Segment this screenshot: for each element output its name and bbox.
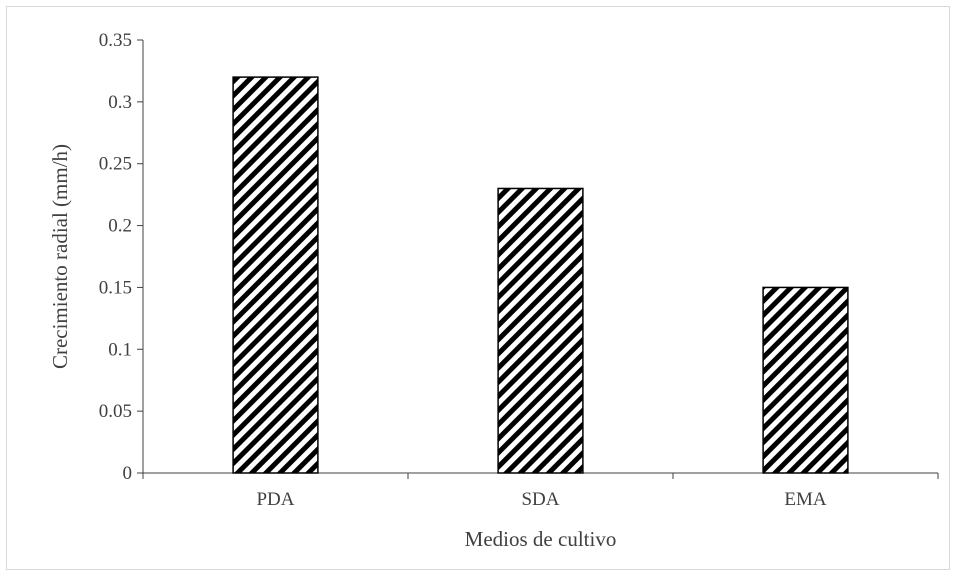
x-axis: PDA SDA EMA: [142, 472, 939, 510]
axis-labels: Crecimiento radial (mm/h) Medios de cult…: [48, 144, 616, 551]
y-tick-label: 0.1: [108, 339, 132, 360]
y-tick-label: 0.05: [99, 401, 132, 422]
y-tick-label: 0.25: [99, 154, 132, 175]
y-axis: 0 0.05 0.1 0.15 0.2 0.25 0.3 0.35: [99, 30, 144, 484]
y-tick-label: 0.35: [99, 30, 132, 51]
x-category-label: EMA: [784, 489, 827, 510]
bar-pda: [232, 76, 319, 474]
bars: [232, 76, 849, 474]
y-tick-label: 0.15: [99, 277, 132, 298]
y-tick-label: 0.2: [108, 216, 132, 237]
y-tick-label: 0.3: [108, 92, 132, 113]
x-category-label: SDA: [521, 489, 559, 510]
x-category-label: PDA: [256, 489, 294, 510]
bar-sda: [497, 187, 584, 474]
y-tick-label: 0: [123, 463, 133, 484]
bar-ema: [762, 286, 849, 474]
x-axis-title: Medios de cultivo: [465, 527, 617, 551]
y-axis-title: Crecimiento radial (mm/h): [48, 144, 72, 369]
